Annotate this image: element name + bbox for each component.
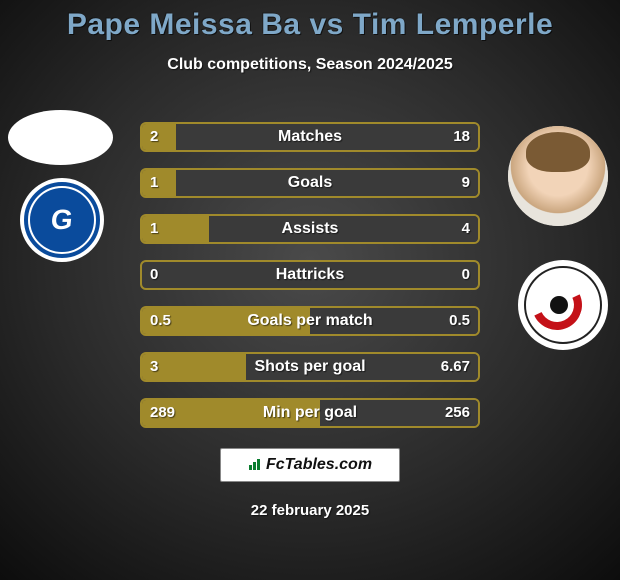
club-badge-right	[518, 260, 608, 350]
player-avatar-left	[8, 110, 113, 165]
stat-row: 289256Min per goal	[140, 398, 480, 428]
player-avatar-right-hair	[526, 132, 590, 172]
branding-badge: FcTables.com	[220, 448, 400, 482]
club-badge-right-eye	[550, 296, 568, 314]
stat-row: 19Goals	[140, 168, 480, 198]
stat-label: Goals per match	[142, 308, 478, 334]
stat-row: 36.67Shots per goal	[140, 352, 480, 382]
stat-label: Matches	[142, 124, 478, 150]
branding-text: FcTables.com	[266, 456, 372, 473]
page-title: Pape Meissa Ba vs Tim Lemperle	[0, 0, 620, 42]
stat-row: 00Hattricks	[140, 260, 480, 290]
stat-row: 0.50.5Goals per match	[140, 306, 480, 336]
stat-label: Hattricks	[142, 262, 478, 288]
club-badge-left-glyph: G	[49, 204, 74, 236]
branding-icon	[248, 457, 264, 471]
stat-label: Shots per goal	[142, 354, 478, 380]
stats-comparison-table: 218Matches 19Goals 14Assists 00Hattricks 0.5…	[140, 122, 480, 444]
stat-row: 14Assists	[140, 214, 480, 244]
stat-label: Goals	[142, 170, 478, 196]
player-avatar-right	[508, 126, 608, 226]
stat-label: Min per goal	[142, 400, 478, 426]
stat-row: 218Matches	[140, 122, 480, 152]
stat-label: Assists	[142, 216, 478, 242]
club-badge-left-fill: G	[30, 188, 94, 252]
club-badge-left: G	[20, 178, 104, 262]
comparison-date: 22 february 2025	[0, 502, 620, 519]
page-subtitle: Club competitions, Season 2024/2025	[0, 56, 620, 74]
